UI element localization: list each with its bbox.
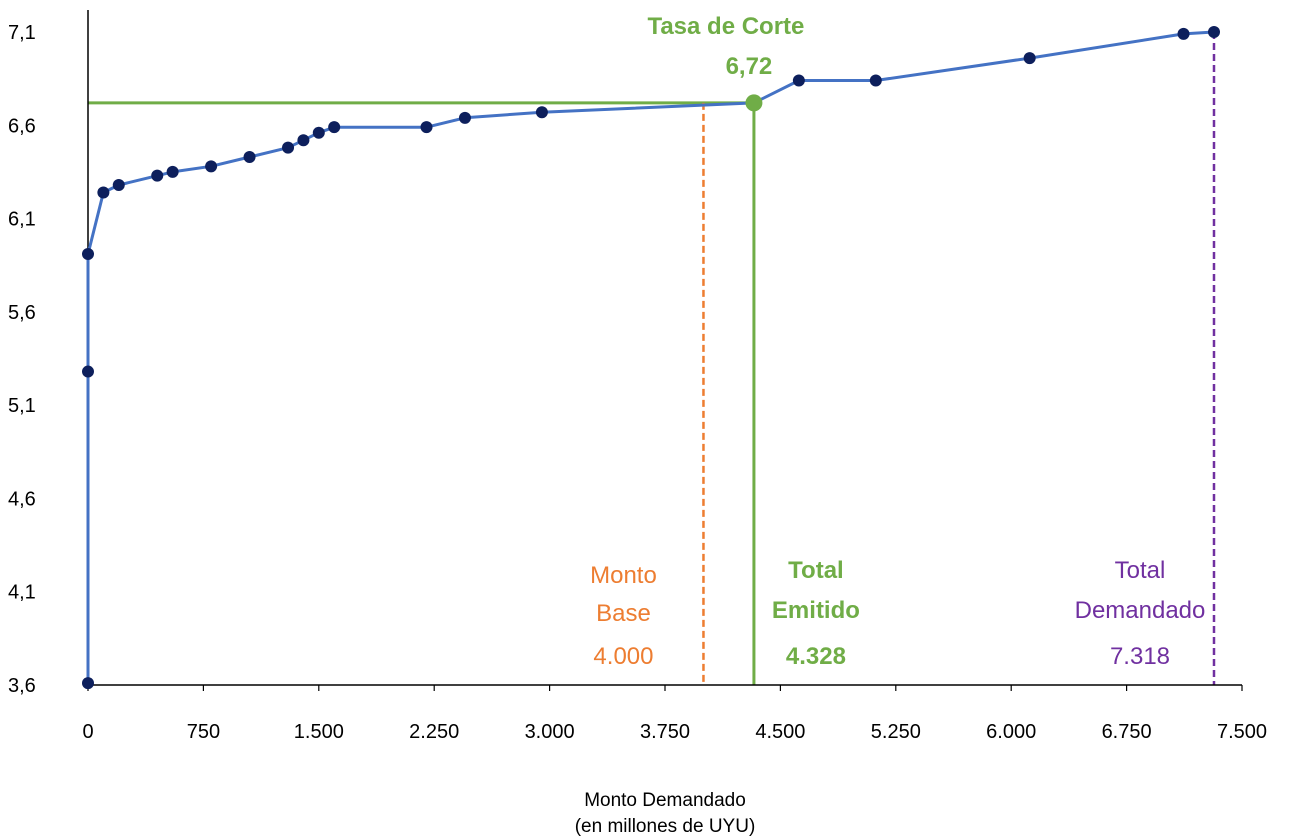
data-point: [312, 126, 325, 139]
x-axis-title: Monto Demandado (en millones de UYU): [575, 790, 756, 837]
emitido-label-line2: Emitido: [772, 597, 860, 624]
demandado-label-line1: Total: [1115, 557, 1166, 584]
demandado-value: 7.318: [1110, 643, 1170, 670]
data-point: [420, 121, 433, 134]
series-layer: [82, 26, 1220, 690]
x-tick-label: 6.000: [986, 721, 1036, 743]
base-value: 4.000: [593, 643, 653, 670]
data-point: [82, 248, 94, 261]
y-tick-label: 6,6: [8, 115, 36, 137]
x-tick-label: 3.000: [525, 721, 575, 743]
y-tick-label: 4,1: [8, 582, 36, 604]
demand-curve-line: [86, 30, 1215, 684]
x-tick-label: 6.750: [1102, 721, 1152, 743]
data-point: [82, 365, 94, 378]
x-tick-label: 2.250: [409, 721, 459, 743]
x-tick-label: 750: [187, 721, 220, 743]
data-point: [535, 106, 548, 119]
data-point: [151, 169, 164, 182]
axes: 0 750 1.500 2.250 3.000 3.750 4.500 5.250 6.000 6…: [8, 10, 1267, 743]
x-tick-label: 3.750: [640, 721, 690, 743]
emitido-value: 4.328: [786, 643, 846, 670]
x-tick-label: 7.500: [1217, 721, 1267, 743]
data-point: [328, 121, 341, 134]
emitido-label-line1: Total: [788, 557, 844, 584]
x-tick-label: 5.250: [871, 721, 921, 743]
base-label-line2: Base: [596, 600, 651, 627]
data-point: [1207, 26, 1220, 38]
annotations: Tasa de Corte 6,72 Monto Base 4.000 Tota…: [590, 13, 1205, 670]
x-tick-label: 1.500: [294, 721, 344, 743]
data-point: [1177, 27, 1190, 40]
y-tick-label: 3,6: [8, 675, 36, 697]
data-point: [82, 677, 94, 690]
x-axis-title-line1: Monto Demandado: [584, 790, 746, 811]
y-tick-label: 7,1: [8, 22, 36, 44]
data-point: [205, 160, 218, 173]
cutoff-title: Tasa de Corte: [647, 13, 804, 40]
data-point: [282, 141, 295, 154]
y-tick-label: 6,1: [8, 209, 36, 231]
reference-lines: [88, 32, 1216, 685]
data-point: [297, 134, 310, 147]
data-point: [166, 165, 179, 178]
y-tick-label: 5,6: [8, 302, 36, 324]
data-point: [112, 178, 125, 191]
base-label-line1: Monto: [590, 562, 657, 589]
demandado-label-line2: Demandado: [1075, 597, 1206, 624]
data-point: [97, 186, 110, 199]
data-point: [458, 111, 471, 124]
y-tick-label: 4,6: [8, 488, 36, 510]
x-axis-title-line2: (en millones de UYU): [575, 816, 756, 837]
cutoff-value: 6,72: [726, 53, 773, 80]
data-point: [1023, 52, 1036, 65]
data-point: [792, 74, 805, 87]
x-tick-label: 4.500: [755, 721, 805, 743]
x-tick-label: 0: [82, 721, 93, 743]
y-tick-label: 5,1: [8, 395, 36, 417]
cutoff-point: [745, 94, 763, 112]
data-point: [243, 151, 256, 164]
data-point: [869, 74, 882, 87]
